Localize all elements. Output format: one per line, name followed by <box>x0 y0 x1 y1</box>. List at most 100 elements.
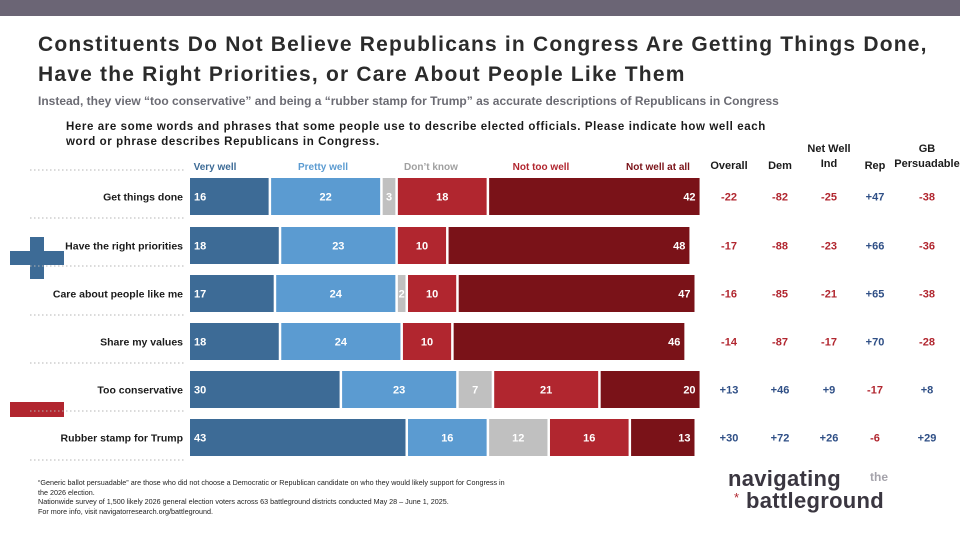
page-title: Constituents Do Not Believe Republicans … <box>38 33 928 86</box>
minus-icon <box>10 402 64 417</box>
bar-segment <box>489 178 700 215</box>
bar-segment <box>408 419 487 456</box>
net-value: +46 <box>771 385 790 397</box>
bar-value-label: 18 <box>194 337 206 349</box>
bar-value-label: 10 <box>421 337 433 349</box>
bar-value-label: 18 <box>194 241 206 253</box>
bar-value-label: 21 <box>540 385 552 397</box>
legend-label: Not well at all <box>626 162 690 173</box>
net-value: -87 <box>772 337 788 349</box>
net-column-header: Persuadable <box>894 158 959 170</box>
bar-segment <box>494 371 599 408</box>
bar-segment <box>342 371 457 408</box>
category-label: Care about people like me <box>53 289 183 301</box>
net-value: +29 <box>918 433 937 445</box>
net-value: -85 <box>772 289 788 301</box>
bar-segment <box>600 371 700 408</box>
net-column-header: Rep <box>865 160 886 172</box>
net-value: -14 <box>721 337 738 349</box>
bar-value-label: 43 <box>194 433 206 445</box>
category-label: Share my values <box>100 337 183 349</box>
net-value: +30 <box>720 433 739 445</box>
page-subtitle: Instead, they view “too conservative” an… <box>38 94 779 108</box>
net-value: -25 <box>821 192 837 204</box>
bar-value-label: 42 <box>683 192 695 204</box>
bar-value-label: 24 <box>330 289 343 301</box>
bar-value-label: 16 <box>194 192 206 204</box>
logo-word-the: the <box>870 470 888 484</box>
logo-word-battleground: battleground <box>746 488 885 513</box>
legend-label: Don’t know <box>404 162 458 173</box>
net-value: -23 <box>821 241 837 253</box>
bar-value-label: 10 <box>426 289 438 301</box>
bar-segment <box>458 371 492 408</box>
bar-segment <box>397 275 406 312</box>
bar-value-label: 13 <box>678 433 690 445</box>
bar-value-label: 10 <box>416 241 428 253</box>
footnote-line: the 2026 election. <box>38 487 95 497</box>
net-value: +9 <box>823 385 836 397</box>
bar-segment <box>453 323 685 360</box>
bar-segment <box>271 178 381 215</box>
legend-label: Pretty well <box>298 162 348 173</box>
bar-segment <box>190 227 279 264</box>
bar-segment <box>489 419 548 456</box>
category-label: Rubber stamp for Trump <box>60 433 183 445</box>
bar-value-label: 3 <box>386 192 392 204</box>
category-label: Have the right priorities <box>65 241 183 253</box>
legend-label: Not too well <box>513 162 570 173</box>
net-value: +70 <box>866 337 885 349</box>
net-value: +8 <box>921 385 934 397</box>
bar-value-label: 7 <box>472 385 478 397</box>
footnote-line: Nationwide survey of 1,500 likely 2026 g… <box>38 497 449 507</box>
net-value: -38 <box>919 192 935 204</box>
bar-segment <box>190 419 406 456</box>
legend-label: Very well <box>194 162 237 173</box>
bar-segment <box>458 275 695 312</box>
bar-value-label: 12 <box>512 433 524 445</box>
navigator-logo: navigating the * battleground <box>728 466 948 520</box>
bar-value-label: 23 <box>393 385 405 397</box>
bar-segment <box>631 419 695 456</box>
net-value: -17 <box>721 241 737 253</box>
bar-segment <box>276 275 396 312</box>
net-value: -6 <box>870 433 880 445</box>
net-value: -17 <box>821 337 837 349</box>
bar-segment <box>549 419 629 456</box>
bar-segment <box>190 178 269 215</box>
bar-segment <box>448 227 690 264</box>
net-value: +65 <box>866 289 885 301</box>
net-value: -38 <box>919 289 935 301</box>
bar-segment <box>402 323 452 360</box>
net-value: -28 <box>919 337 935 349</box>
bar-value-label: 30 <box>194 385 206 397</box>
bar-value-label: 2 <box>399 289 405 301</box>
net-value: -22 <box>721 192 737 204</box>
net-value: +66 <box>866 241 885 253</box>
net-value: +72 <box>771 433 790 445</box>
net-value: -36 <box>919 241 935 253</box>
bar-segment <box>190 323 279 360</box>
net-column-header: GB <box>919 143 936 155</box>
net-column-header: Ind <box>821 158 838 170</box>
net-column-header: Overall <box>710 160 747 172</box>
footnotes: “Generic ballot persuadable” are those w… <box>38 478 598 516</box>
footnote-line: For more info, visit navigatorresearch.o… <box>38 506 213 516</box>
bar-value-label: 20 <box>683 385 695 397</box>
bar-segment <box>408 275 457 312</box>
footnote-line: “Generic ballot persuadable” are those w… <box>38 478 505 487</box>
bar-value-label: 16 <box>583 433 595 445</box>
net-value: +13 <box>720 385 739 397</box>
bar-value-label: 24 <box>335 337 348 349</box>
bar-value-label: 47 <box>678 289 690 301</box>
bar-segment <box>190 275 274 312</box>
bar-segment <box>397 178 487 215</box>
plus-icon <box>10 237 64 279</box>
net-value: +47 <box>866 192 885 204</box>
bar-value-label: 17 <box>194 289 206 301</box>
bar-segment <box>281 323 401 360</box>
bar-value-label: 46 <box>668 337 680 349</box>
top-bar <box>0 0 960 16</box>
net-value: -21 <box>821 289 837 301</box>
